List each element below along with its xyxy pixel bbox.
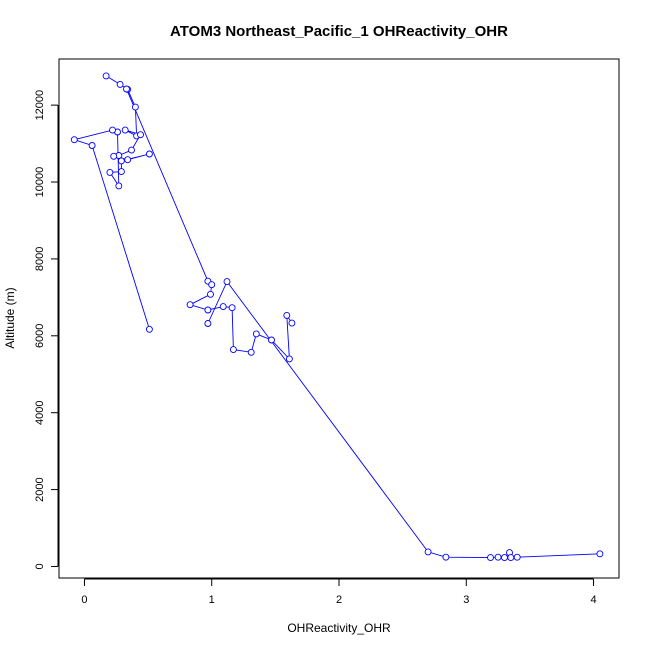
data-point [252, 330, 260, 338]
data-point [596, 550, 604, 558]
series-line-2 [126, 88, 293, 361]
data-point [288, 319, 296, 327]
data-point [513, 553, 521, 561]
data-point [131, 103, 139, 111]
y-tick-label: 0 [34, 563, 46, 569]
data-point [208, 281, 216, 289]
data-point [145, 150, 153, 158]
data-point [88, 142, 96, 149]
data-point [117, 168, 125, 176]
data-point [204, 320, 212, 327]
x-tick-label: 0 [81, 594, 87, 606]
y-tick-label: 10000 [34, 167, 46, 198]
data-point [128, 146, 135, 154]
x-tick-label: 4 [590, 594, 596, 606]
plot-frame [58, 58, 620, 579]
data-point [283, 311, 291, 319]
data-point [102, 72, 110, 80]
data-point [487, 554, 494, 562]
data-point [501, 554, 508, 562]
data-point [219, 303, 227, 311]
data-point [207, 290, 214, 298]
data-point [268, 336, 275, 344]
data-point [110, 152, 118, 160]
data-point [223, 278, 231, 286]
points-layer [70, 72, 604, 562]
x-tick-label: 2 [336, 594, 342, 606]
x-tick-label: 1 [209, 594, 215, 606]
x-tick-label: 3 [463, 594, 469, 606]
y-tick-label: 6000 [34, 324, 46, 348]
data-point [442, 553, 450, 561]
y-tick-label: 8000 [34, 247, 46, 271]
y-tick-label: 2000 [34, 477, 46, 501]
data-point [109, 126, 116, 134]
y-axis: 0 2000 4000 6000 8000 10000 12000 [34, 90, 59, 570]
data-point [116, 80, 124, 88]
chart-title: ATOM3 Northeast_Pacific_1 OHReactivity_O… [170, 23, 508, 40]
data-point [70, 136, 78, 144]
data-point [186, 301, 194, 309]
data-point [123, 85, 130, 93]
data-point [494, 553, 502, 561]
data-point [507, 554, 515, 562]
data-point [228, 304, 236, 312]
series-layer [72, 75, 600, 559]
data-point [117, 157, 125, 165]
data-point [121, 126, 129, 134]
x-axis-label: OHReactivity_OHR [287, 621, 391, 635]
y-axis-label: Altitude (m) [3, 287, 17, 348]
data-point [204, 306, 212, 314]
data-point [137, 131, 144, 139]
y-tick-label: 12000 [34, 90, 46, 121]
data-point [115, 182, 123, 190]
data-point [247, 348, 255, 356]
data-point [424, 548, 432, 556]
series-line-3 [207, 280, 600, 559]
series-line-1 [72, 75, 150, 330]
data-point [229, 346, 237, 354]
x-axis: 0 1 2 3 4 [81, 578, 597, 606]
data-point [145, 325, 153, 333]
data-point [285, 355, 293, 363]
data-point [106, 168, 114, 176]
y-tick-label: 4000 [34, 400, 46, 424]
data-point [124, 156, 132, 164]
